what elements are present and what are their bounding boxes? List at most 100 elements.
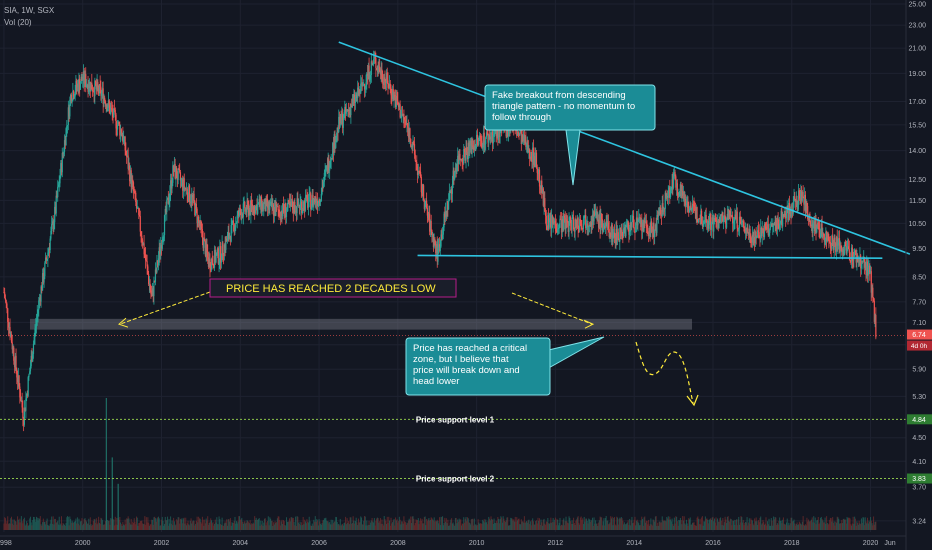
candle-body [707,220,709,229]
candle-body [235,222,238,224]
volume-bar [477,519,479,530]
candle-body [109,105,111,114]
candle-body [596,210,598,221]
volume-bar [507,517,509,530]
volume-bar [283,521,285,530]
volume-bar [98,516,100,530]
volume-bar [465,517,467,530]
support-price-value-1: 4.84 [912,417,926,424]
volume-bar [728,520,730,530]
candle-body [529,156,532,159]
volume-bar [364,516,366,530]
volume-bar [626,523,628,530]
volume-bar [312,525,314,530]
volume-bar [720,517,722,530]
trendlines[interactable] [338,41,911,260]
candle-body [113,108,116,110]
candle-body [478,137,480,145]
volume-bar [776,524,778,530]
volume-bar [804,525,806,530]
volume-bar [821,518,823,530]
candle-body [498,124,500,140]
volume-bar [245,523,247,530]
candle-body [432,233,435,248]
candle-body [460,159,462,161]
volume-bar [539,524,541,530]
candle-body [300,201,302,203]
volume-bar [733,519,735,530]
candle-body [119,129,122,136]
volume-bar [603,518,605,530]
volume-bar [648,525,650,530]
volume-bar [548,523,550,530]
candle-body [704,219,706,223]
volume-bar [41,525,43,530]
candle-body [652,222,654,232]
volume-bar [23,519,25,530]
candle-body [615,229,617,244]
volume-bar [225,522,227,530]
candle-body [688,208,690,212]
candle-body [29,371,31,375]
candle-body [49,238,51,251]
volume-bar [773,519,775,530]
candle-body [220,260,222,263]
volume-bar [527,520,529,530]
candle-body [378,66,380,72]
volume-bar [235,521,237,530]
candle-body [86,84,88,86]
volume-bar [68,525,70,530]
candle-body [591,214,594,225]
candle-body [148,283,150,285]
price-axis[interactable]: 25.0023.0021.0019.0017.0015.5014.0012.50… [905,0,932,550]
volume-bar [556,518,558,530]
critical-zone-callout-text-line: Price has reached a critical [413,343,527,354]
volume-bar [144,516,146,530]
volume-bar [773,516,775,530]
candle-body [629,222,632,232]
candle-body [824,238,826,242]
volume-bar [84,518,86,530]
candle-body [16,377,19,383]
volume-bar [304,521,306,530]
volume-bar [692,522,694,530]
volume-bar [583,516,585,530]
candle-body [700,210,702,223]
candle-body [569,217,572,224]
candle-body [103,97,105,104]
candle-body [702,225,704,227]
candle-body [536,167,538,173]
volume-bar [634,516,636,530]
candle-body [310,203,313,210]
x-tick-label: 2004 [232,540,248,547]
candle-body [419,171,422,177]
volume-bar [755,517,757,530]
candle-body [693,205,695,207]
candle-body [8,327,10,328]
volume-bar [9,523,11,530]
volume-bar [741,517,743,530]
volume-bar [29,518,31,530]
volume-bar [608,523,610,530]
volume-bar [292,517,294,530]
volume-bar [732,520,734,530]
candle-body [692,203,694,206]
candle-body [390,87,392,96]
volume-bar [867,517,869,530]
candle-body [634,231,636,233]
volume-bar [164,523,166,530]
time-axis[interactable]: 1998200020022004200620082010201220142016… [0,535,932,547]
volume-bar [493,518,495,530]
volume-bar [718,521,720,530]
candle-body [36,313,38,321]
candle-body [812,223,814,233]
candle-body [38,300,40,310]
volume-bar [204,523,206,530]
volume-bar [535,521,537,530]
volume-bar [604,517,606,530]
candle-body [374,56,376,58]
volume-bar [757,520,759,530]
volume-bar [338,523,340,530]
